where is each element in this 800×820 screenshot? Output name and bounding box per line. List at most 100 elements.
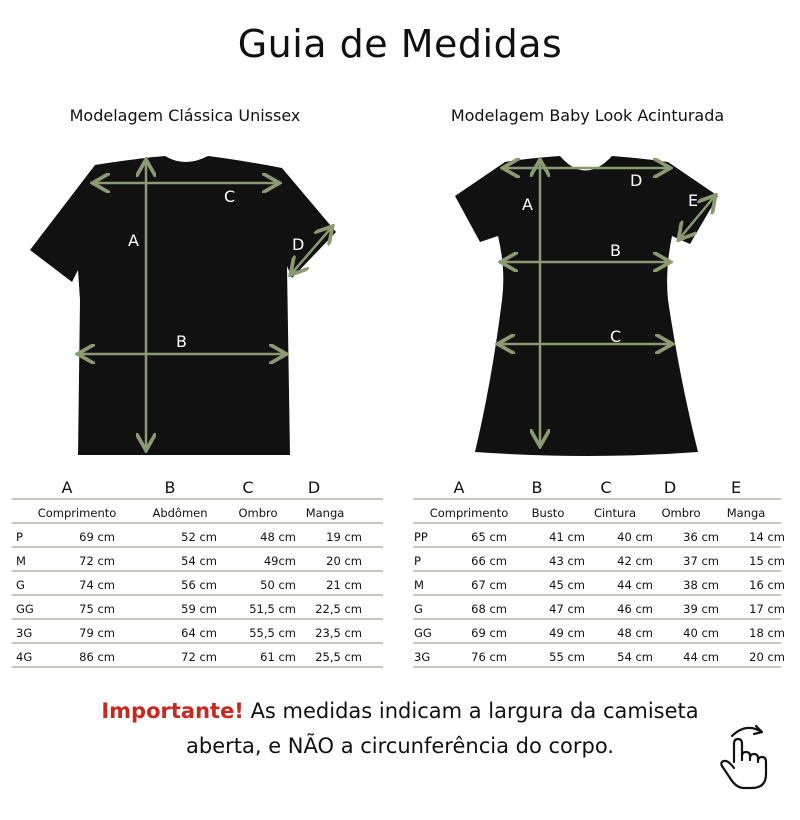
column-header: Ombro — [238, 506, 278, 520]
important-note: Importante! As medidas indicam a largura… — [0, 694, 800, 764]
table-cell: 59 cm — [181, 602, 217, 616]
table-rule — [12, 498, 383, 500]
column-letter: A — [61, 478, 73, 497]
table-cell: 17 cm — [749, 602, 785, 616]
babylook-arrow-e — [680, 197, 714, 238]
table-rule — [413, 594, 781, 596]
table-rule — [413, 666, 781, 668]
note-line-2: aberta, e NÃO a circunferência do corpo. — [186, 734, 614, 758]
classic-label-d: D — [292, 235, 304, 254]
table-cell: 61 cm — [260, 650, 296, 664]
size-label: PP — [414, 530, 428, 544]
table-rule — [413, 546, 781, 548]
table-cell: 39 cm — [683, 602, 719, 616]
table-cell: 21 cm — [326, 578, 362, 592]
shirt-diagrams: A B C D A B C D E — [30, 156, 800, 456]
classic-label-b: B — [176, 332, 187, 351]
table-rule — [12, 570, 383, 572]
table-cell: 72 cm — [181, 650, 217, 664]
table-cell: 23,5 cm — [315, 626, 362, 640]
column-letter: B — [531, 478, 543, 497]
table-rule — [413, 618, 781, 620]
table-cell: 15 cm — [749, 554, 785, 568]
babylook-label-c: C — [610, 327, 621, 346]
table-rule — [413, 498, 781, 500]
table-rule — [413, 570, 781, 572]
size-label: GG — [16, 602, 34, 616]
table-cell: 43 cm — [549, 554, 585, 568]
babylook-size-table: A B C D E Comprimento Busto Cintura Ombro Manga PP… — [413, 476, 785, 672]
table-cell: 40 cm — [617, 530, 653, 544]
size-label: P — [414, 554, 421, 568]
column-header: Abdômen — [152, 506, 208, 520]
table-rule — [12, 546, 383, 548]
column-letter: C — [600, 478, 612, 497]
table-cell: 51,5 cm — [249, 602, 296, 616]
note-line-1: As medidas indicam a largura da camiseta — [243, 699, 699, 723]
column-letter: C — [242, 478, 254, 497]
table-cell: 55,5 cm — [249, 626, 296, 640]
babylook-subtitle: Modelagem Baby Look Acinturada — [450, 106, 725, 125]
column-header: Busto — [531, 506, 565, 520]
table-cell: 69 cm — [79, 530, 115, 544]
babylook-label-d: D — [630, 171, 642, 190]
table-cell: 55 cm — [549, 650, 585, 664]
size-label: 3G — [16, 626, 33, 640]
table-rule — [12, 594, 383, 596]
table-cell: 19 cm — [326, 530, 362, 544]
table-cell: 50 cm — [260, 578, 296, 592]
column-letter: A — [453, 478, 465, 497]
table-cell: 20 cm — [749, 650, 785, 664]
column-header: Comprimento — [429, 506, 509, 520]
table-cell: 54 cm — [181, 554, 217, 568]
table-cell: 67 cm — [471, 578, 507, 592]
table-cell: 14 cm — [749, 530, 785, 544]
table-cell: 76 cm — [471, 650, 507, 664]
table-cell: 45 cm — [549, 578, 585, 592]
size-label: M — [414, 578, 424, 592]
table-cell: 46 cm — [617, 602, 653, 616]
classic-label-c: C — [224, 187, 235, 206]
table-cell: 52 cm — [181, 530, 217, 544]
table-cell: 18 cm — [749, 626, 785, 640]
table-cell: 56 cm — [181, 578, 217, 592]
column-letter: D — [307, 478, 321, 497]
size-label: G — [414, 602, 423, 616]
hand-swipe-icon — [720, 724, 768, 790]
column-header: Manga — [305, 506, 345, 520]
table-cell: 16 cm — [749, 578, 785, 592]
table-rule — [413, 642, 781, 644]
table-cell: 64 cm — [181, 626, 217, 640]
table-cell: 48 cm — [617, 626, 653, 640]
table-cell: 65 cm — [471, 530, 507, 544]
column-header: Cintura — [593, 506, 637, 520]
important-label: Importante! — [101, 699, 244, 723]
table-cell: 25,5 cm — [315, 650, 362, 664]
column-letter: E — [730, 478, 742, 497]
column-letter: B — [164, 478, 176, 497]
table-cell: 86 cm — [79, 650, 115, 664]
table-cell: 47 cm — [549, 602, 585, 616]
babylook-label-b: B — [610, 241, 621, 260]
size-label: 3G — [414, 650, 431, 664]
page-title: Guia de Medidas — [237, 22, 563, 66]
table-cell: 44 cm — [683, 650, 719, 664]
classic-size-table: A B C D Comprimento Abdômen Ombro Manga P 69 cm 52… — [12, 476, 383, 672]
table-cell: 20 cm — [326, 554, 362, 568]
table-cell: 40 cm — [683, 626, 719, 640]
size-label: M — [16, 554, 26, 568]
table-cell: 66 cm — [471, 554, 507, 568]
table-rule — [12, 522, 383, 524]
table-cell: 36 cm — [683, 530, 719, 544]
column-header: Ombro — [661, 506, 701, 520]
table-cell: 41 cm — [549, 530, 585, 544]
table-rule — [12, 618, 383, 620]
table-cell: 75 cm — [79, 602, 115, 616]
size-label: G — [16, 578, 25, 592]
table-cell: 38 cm — [683, 578, 719, 592]
table-cell: 69 cm — [471, 626, 507, 640]
table-cell: 79 cm — [79, 626, 115, 640]
babylook-label-e: E — [688, 191, 698, 210]
table-cell: 74 cm — [79, 578, 115, 592]
classic-tshirt-image — [30, 156, 336, 455]
